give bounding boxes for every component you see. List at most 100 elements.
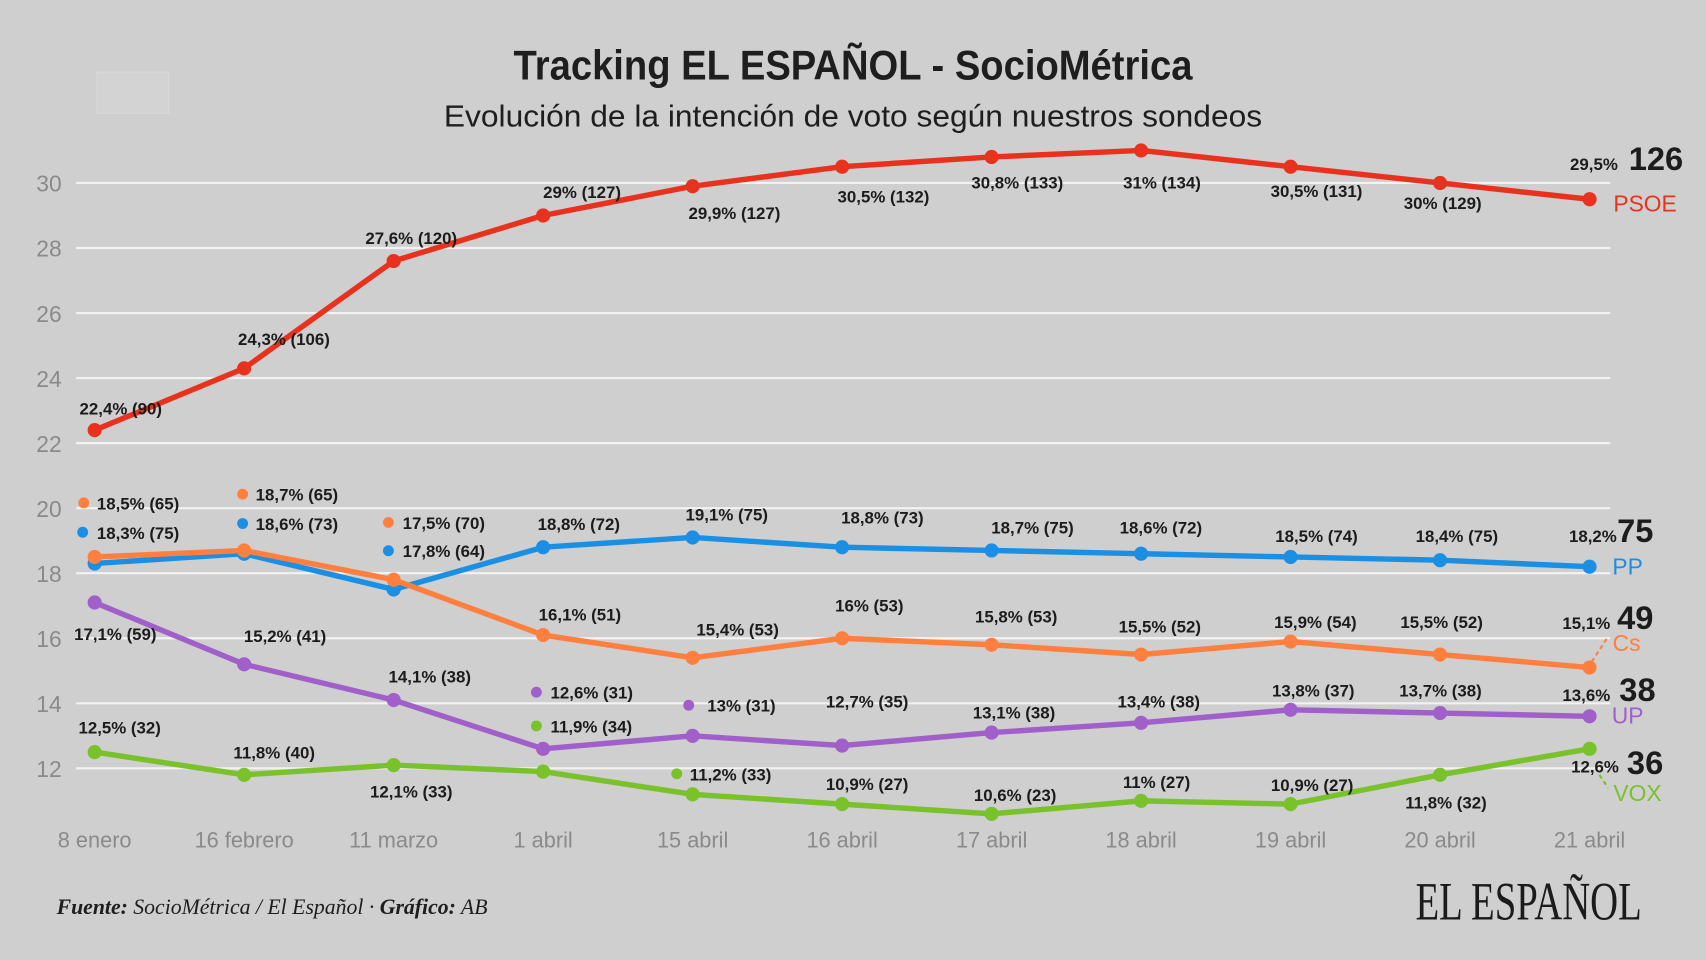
y-tick-label: 18: [36, 561, 61, 587]
data-point-psoe[interactable]: [1433, 175, 1448, 191]
data-point-up[interactable]: [536, 741, 551, 756]
data-point-psoe[interactable]: [685, 179, 700, 194]
data-label-up: 14,1% (38): [389, 667, 471, 686]
data-label-cs: 15,1%: [1562, 614, 1610, 633]
label-dot-vox: [671, 768, 683, 780]
data-point-pp[interactable]: [1134, 546, 1149, 561]
data-label-vox: 11,9% (34): [551, 717, 633, 736]
data-point-up[interactable]: [386, 692, 401, 708]
y-tick-label: 14: [36, 691, 62, 717]
data-label-cs: 15,5% (52): [1400, 613, 1482, 632]
data-label-up: 12,7% (35): [826, 692, 908, 711]
label-dot-cs: [78, 497, 90, 509]
data-label-vox: 12,1% (33): [370, 783, 452, 802]
data-label-cs: 18,5% (65): [97, 494, 179, 513]
data-point-up[interactable]: [87, 595, 102, 610]
x-tick-label: 16 febrero: [195, 828, 294, 853]
data-point-psoe[interactable]: [1582, 192, 1597, 207]
data-label-vox: 11% (27): [1123, 773, 1190, 792]
x-tick-label: 20 abril: [1404, 828, 1475, 853]
data-point-pp[interactable]: [536, 540, 551, 555]
data-label-vox: 11,8% (32): [1405, 794, 1487, 813]
data-point-vox[interactable]: [1582, 741, 1597, 756]
data-point-cs[interactable]: [1582, 660, 1597, 675]
y-tick-label: 12: [36, 756, 61, 782]
data-label-vox: 12,5% (32): [78, 719, 160, 738]
data-label-pp: 18,6% (73): [256, 515, 338, 534]
data-point-cs[interactable]: [536, 627, 551, 643]
data-point-vox[interactable]: [87, 745, 102, 760]
seats-final-psoe: 126: [1629, 140, 1683, 177]
data-point-cs[interactable]: [1134, 647, 1149, 662]
data-label-vox: 11,8% (40): [233, 744, 315, 763]
x-tick-label: 21 abril: [1554, 828, 1625, 853]
y-tick-label: 24: [36, 366, 62, 392]
source-text: SocioMétrica / El Español ·: [128, 895, 380, 919]
data-point-cs[interactable]: [87, 549, 102, 565]
data-label-pp: 18,5% (74): [1275, 527, 1357, 546]
data-point-up[interactable]: [1134, 715, 1149, 730]
data-label-up: 13,6%: [1562, 686, 1610, 705]
data-point-up[interactable]: [1582, 709, 1597, 724]
label-dot-cs: [237, 488, 249, 500]
data-point-psoe[interactable]: [87, 423, 102, 438]
data-point-vox[interactable]: [1134, 793, 1149, 808]
x-tick-label: 18 abril: [1105, 828, 1176, 853]
data-point-up[interactable]: [835, 738, 850, 753]
data-label-cs: 18,7% (65): [256, 486, 338, 505]
x-tick-label: 1 abril: [514, 828, 573, 853]
data-point-psoe[interactable]: [386, 253, 401, 269]
data-point-pp[interactable]: [984, 543, 999, 558]
data-point-psoe[interactable]: [984, 149, 999, 165]
data-point-pp[interactable]: [685, 530, 700, 545]
x-tick-label: 17 abril: [956, 828, 1027, 853]
data-point-pp[interactable]: [1433, 553, 1448, 568]
data-label-psoe: 30,5% (132): [838, 188, 930, 207]
y-tick-label: 20: [36, 496, 61, 522]
data-point-cs[interactable]: [685, 650, 700, 665]
data-label-psoe: 30,8% (133): [971, 173, 1063, 192]
data-point-up[interactable]: [1283, 702, 1298, 717]
data-point-vox[interactable]: [984, 806, 999, 821]
x-tick-label: 16 abril: [806, 828, 877, 853]
data-point-vox[interactable]: [536, 764, 551, 779]
data-point-up[interactable]: [685, 728, 700, 743]
vox-connector: [1598, 774, 1609, 789]
data-label-pp: 18,8% (73): [841, 509, 923, 528]
data-label-up: 17,1% (59): [74, 625, 156, 644]
data-point-cs[interactable]: [835, 631, 850, 646]
data-point-up[interactable]: [237, 657, 252, 672]
data-point-vox[interactable]: [835, 797, 850, 812]
data-label-cs: 15,8% (53): [975, 608, 1057, 627]
data-point-psoe[interactable]: [237, 361, 252, 376]
data-label-vox: 10,9% (27): [1271, 776, 1353, 795]
data-label-vox: 10,6% (23): [974, 786, 1056, 805]
data-point-up[interactable]: [984, 725, 999, 740]
data-point-pp[interactable]: [835, 540, 850, 555]
data-label-psoe: 24,3% (106): [238, 330, 330, 349]
data-point-vox[interactable]: [1283, 797, 1298, 812]
data-point-vox[interactable]: [237, 767, 252, 782]
data-point-cs[interactable]: [984, 637, 999, 652]
y-tick-label: 30: [36, 171, 61, 197]
data-point-psoe[interactable]: [1134, 143, 1149, 158]
chart-title: Tracking EL ESPAÑOL - SocioMétrica: [514, 43, 1194, 89]
x-tick-label: 15 abril: [657, 828, 728, 853]
data-point-up[interactable]: [1433, 705, 1448, 721]
data-point-pp[interactable]: [1283, 549, 1298, 565]
data-label-pp: 17,8% (64): [403, 542, 485, 561]
data-point-cs[interactable]: [1433, 647, 1448, 662]
data-point-cs[interactable]: [237, 543, 252, 558]
data-point-vox[interactable]: [685, 787, 700, 802]
data-point-psoe[interactable]: [835, 159, 850, 174]
x-tick-label: 19 abril: [1255, 828, 1326, 853]
data-point-pp[interactable]: [1582, 559, 1597, 574]
data-point-psoe[interactable]: [536, 208, 551, 223]
data-point-psoe[interactable]: [1283, 159, 1298, 174]
data-label-up: 12,6% (31): [551, 684, 633, 703]
data-point-vox[interactable]: [386, 758, 401, 773]
data-point-cs[interactable]: [386, 572, 401, 587]
data-point-cs[interactable]: [1283, 634, 1298, 649]
data-point-vox[interactable]: [1433, 767, 1448, 782]
data-point-pp[interactable]: [386, 582, 401, 597]
